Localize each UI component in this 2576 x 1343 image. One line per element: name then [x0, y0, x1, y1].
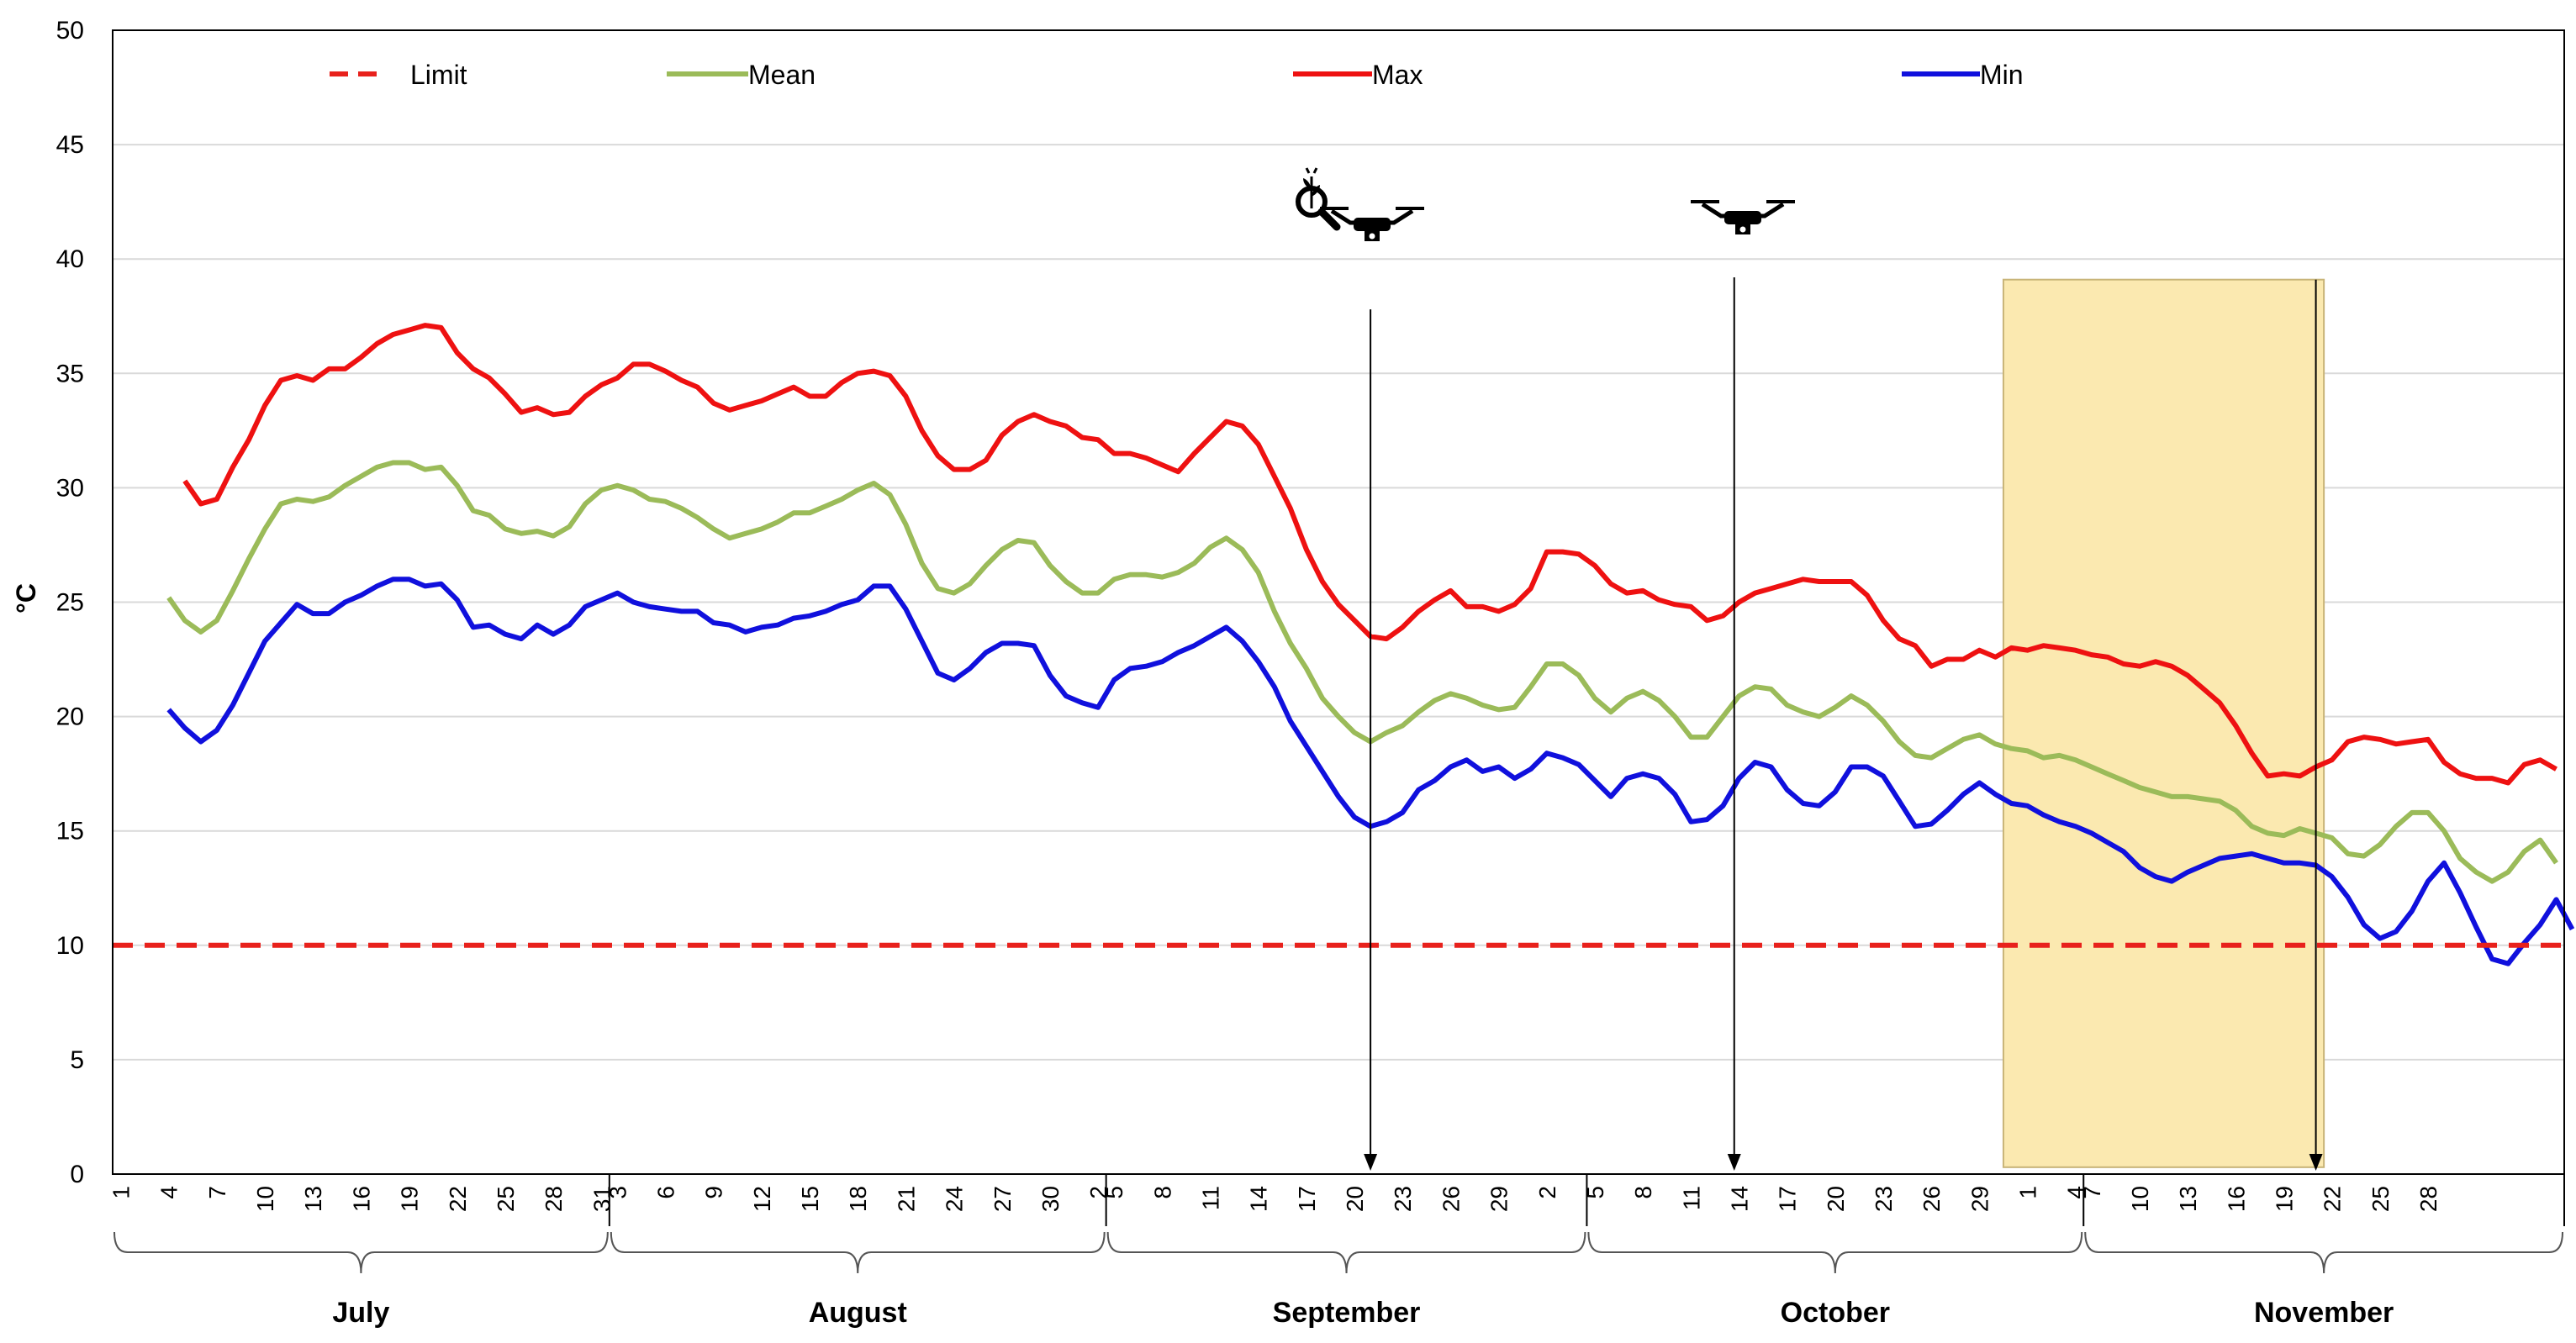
- x-tick-label: 8: [1149, 1186, 1175, 1199]
- drone-icon: [1320, 207, 1424, 241]
- y-tick-label: 20: [56, 703, 84, 731]
- y-tick-label: 30: [56, 474, 84, 502]
- x-tick-label: 1: [2015, 1186, 2041, 1199]
- x-tick-label: 20: [1823, 1186, 1849, 1212]
- x-tick-label: 29: [1486, 1186, 1512, 1212]
- month-brace: [1106, 1231, 1586, 1274]
- y-axis-label: °C: [11, 583, 41, 614]
- x-tick-label: 16: [348, 1186, 374, 1212]
- x-tick-label: 11: [1678, 1186, 1704, 1210]
- legend-label-min: Min: [1980, 60, 2024, 90]
- legend: Limit Mean Max Min: [330, 60, 2024, 90]
- plant-inspection-icon: [1296, 167, 1341, 231]
- x-tick-label: 8: [1630, 1186, 1656, 1199]
- annotation-arrows: [1364, 276, 2323, 1171]
- x-tick-label: 23: [1390, 1186, 1416, 1212]
- x-tick-label: 14: [1727, 1186, 1753, 1212]
- plot-area-border: [112, 29, 2565, 1175]
- y-tick-label: 15: [56, 818, 84, 845]
- legend-label-max: Max: [1372, 60, 1423, 90]
- x-tick-label: 27: [990, 1186, 1016, 1212]
- annotation-arrowhead: [2309, 1154, 2323, 1171]
- legend-label-limit: Limit: [410, 60, 467, 90]
- x-tick-label: 1: [108, 1186, 135, 1199]
- x-tick-label: 24: [942, 1186, 968, 1212]
- x-tick-label: 10: [252, 1186, 278, 1212]
- y-tick-label: 0: [70, 1161, 84, 1188]
- x-tick-label: 9: [701, 1186, 727, 1199]
- x-tick-label: 14: [1246, 1186, 1272, 1212]
- inspection-window-highlight: [2002, 278, 2325, 1168]
- x-tick-label: 25: [493, 1186, 519, 1212]
- x-tick-label: 4: [2063, 1186, 2089, 1199]
- x-tick-label: 13: [2175, 1186, 2201, 1212]
- x-tick-label: 13: [300, 1186, 326, 1212]
- month-brace: [2084, 1231, 2563, 1274]
- month-label: July: [332, 1297, 389, 1329]
- x-tick-label: 12: [749, 1186, 775, 1212]
- x-tick-label: 3: [604, 1186, 631, 1199]
- x-tick-label: 28: [541, 1186, 567, 1212]
- x-tick-label: 21: [893, 1186, 919, 1212]
- x-tick-label: 11: [1198, 1186, 1224, 1210]
- x-tick-label: 26: [1919, 1186, 1945, 1212]
- x-tick-label: 4: [156, 1186, 182, 1199]
- x-tick-label: 30: [1037, 1186, 1064, 1212]
- x-tick-label: 20: [1342, 1186, 1368, 1212]
- month-label: September: [1273, 1297, 1421, 1329]
- x-tick-label: 17: [1775, 1186, 1801, 1212]
- y-tick-label: 35: [56, 360, 84, 387]
- y-tick-label: 50: [56, 17, 84, 45]
- x-tick-label: 17: [1294, 1186, 1320, 1212]
- series-line-mean: [166, 460, 2558, 884]
- x-tick-label: 19: [2272, 1186, 2298, 1212]
- y-axis: 0 5 10 15 20 25 30 35 40 45 50: [56, 17, 84, 1188]
- x-tick-label: 2: [1534, 1186, 1560, 1199]
- x-tick-label: 5: [1101, 1186, 1127, 1199]
- x-tick-label: 7: [2079, 1186, 2105, 1199]
- x-tick-label: 16: [2223, 1186, 2249, 1212]
- x-tick-label: 18: [845, 1186, 871, 1212]
- x-tick-label: 22: [445, 1186, 471, 1212]
- month-brace: [1587, 1231, 2083, 1274]
- x-tick-label: 6: [653, 1186, 679, 1199]
- x-tick-label: 22: [2320, 1186, 2346, 1212]
- annotation-arrowhead: [1364, 1154, 1378, 1171]
- legend-label-mean: Mean: [748, 60, 816, 90]
- y-tick-label: 25: [56, 589, 84, 617]
- y-tick-label: 40: [56, 245, 84, 273]
- y-tick-label: 10: [56, 932, 84, 960]
- x-axis: 1 4 7 10 13 16 19 22 25 28 313 6 9 12 15 18 21 24 27 30 25 8 1…: [108, 1174, 2565, 1226]
- month-brace: [610, 1231, 1106, 1274]
- x-tick-label: 31: [589, 1186, 615, 1212]
- month-label: November: [2254, 1297, 2394, 1329]
- x-tick-label: 2: [1085, 1186, 1111, 1199]
- month-braces: July August September October November: [113, 1231, 2563, 1329]
- month-brace: [113, 1231, 609, 1274]
- x-tick-label: 25: [2367, 1186, 2394, 1212]
- x-tick-label: 15: [797, 1186, 823, 1212]
- drone-icon: [1691, 200, 1795, 234]
- x-tick-label: 7: [204, 1186, 230, 1199]
- x-tick-label: 10: [2127, 1186, 2153, 1212]
- annotation-arrowhead: [1727, 1154, 1741, 1171]
- x-tick-label: 19: [397, 1186, 423, 1212]
- x-tick-label: 28: [2415, 1186, 2441, 1212]
- x-tick-label: 29: [1966, 1186, 1993, 1212]
- y-tick-label: 5: [70, 1046, 84, 1074]
- month-label: October: [1781, 1297, 1890, 1329]
- x-tick-label: 26: [1438, 1186, 1464, 1212]
- month-label: August: [809, 1297, 907, 1329]
- y-tick-label: 45: [56, 131, 84, 159]
- x-tick-label: 23: [1871, 1186, 1897, 1212]
- x-tick-label: 5: [1582, 1186, 1608, 1199]
